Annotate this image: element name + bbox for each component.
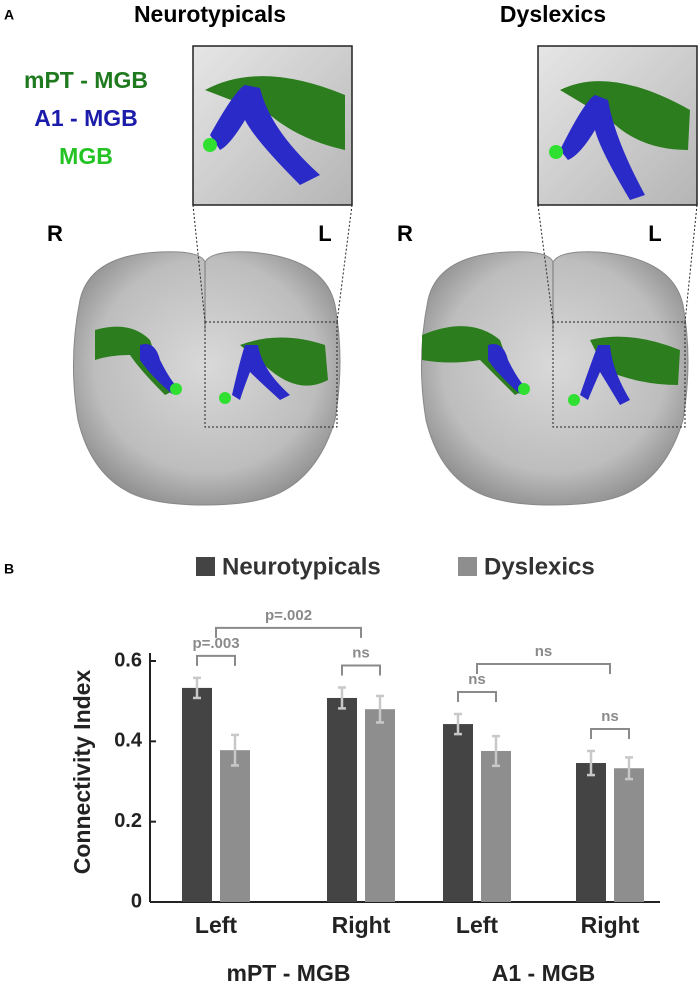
legend-label: MGB [59,143,113,169]
error-bar [193,676,201,700]
significance-label: ns [468,671,486,688]
bar [365,709,395,902]
panel-label: B [4,561,14,577]
significance-bracket [196,654,236,666]
y-axis-label: Connectivity Index [69,670,95,875]
significance-bracket [590,727,630,739]
significance-bracket [215,626,362,638]
bar [614,768,644,902]
significance-label: p=.002 [265,607,312,624]
x-tick-label: Right [581,912,640,938]
bar [182,687,212,902]
error-bar [492,734,500,768]
x-tick-label: Right [332,912,391,938]
significance-label: ns [535,643,553,660]
bar [443,724,473,902]
error-bar [338,686,346,710]
legend-swatch [196,557,215,576]
error-bar [625,756,633,781]
group-label: mPT - MGB [227,960,351,986]
group-label: A1 - MGB [492,960,596,986]
error-bar [587,749,595,777]
side-label: L [318,221,331,246]
y-tick-label: 0.4 [114,730,143,752]
legend-label: Dyslexics [484,553,595,580]
significance-label: ns [601,708,619,725]
x-tick-label: Left [456,912,499,938]
significance-bracket [457,691,497,703]
side-label: R [397,221,413,246]
significance-bracket [476,663,611,675]
error-bar [454,712,462,736]
legend-label: Neurotypicals [222,553,381,580]
legend-label: A1 - MGB [34,105,138,131]
panel-a: A [4,7,698,506]
significance-label: ns [352,644,370,661]
y-tick-label: 0.6 [114,649,142,671]
side-label: R [47,221,63,246]
panel-title: Neurotypicals [134,1,286,27]
legend-label: mPT - MGB [24,67,148,93]
error-bar [376,694,384,724]
legend-swatch [458,557,477,576]
panel-label: A [4,7,14,23]
panel-title: Dyslexics [500,1,606,27]
error-bar [231,733,239,767]
bar [576,763,606,902]
bar [481,750,511,902]
x-tick-label: Left [195,912,238,938]
side-label: L [648,221,661,246]
significance-bracket [341,664,381,676]
significance-label: p=.003 [192,635,239,652]
y-tick-label: 0.2 [114,810,142,832]
brain-image [72,45,353,506]
y-tick-label: 0 [131,890,142,912]
bar [220,750,250,902]
brain-image [420,45,698,506]
bar [327,697,357,902]
